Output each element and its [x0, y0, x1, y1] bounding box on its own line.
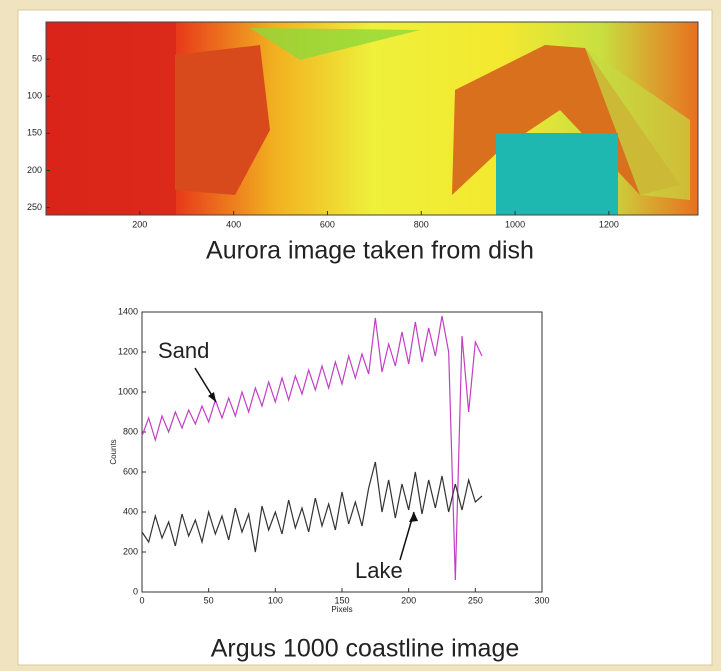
x-tick-label: 100 [268, 595, 283, 605]
x-tick-label: 200 [401, 595, 416, 605]
y-tick-label: 250 [27, 202, 42, 212]
heatmap-region [46, 22, 176, 215]
x-tick-label: 1000 [505, 219, 525, 229]
annotation: Sand [158, 338, 209, 363]
caption: Argus 1000 coastline image [211, 635, 520, 663]
y-tick-label: 800 [123, 426, 138, 436]
x-tick-label: 0 [139, 595, 144, 605]
y-tick-label: 600 [123, 466, 138, 476]
page: {"chart_data": [ {"type": "image", "titl… [0, 0, 721, 671]
x-tick-label: 600 [320, 219, 335, 229]
y-tick-label: 1000 [118, 386, 138, 396]
x-tick-label: 50 [204, 595, 214, 605]
y-tick-label: 150 [27, 128, 42, 138]
y-tick-label: 1200 [118, 346, 138, 356]
heatmap-image [46, 22, 698, 215]
y-tick-label: 1400 [118, 306, 138, 316]
y-tick-label: 400 [123, 506, 138, 516]
x-tick-label: 400 [226, 219, 241, 229]
caption: Aurora image taken from dish [206, 237, 534, 265]
y-tick-label: 100 [27, 91, 42, 101]
heatmap-wall [496, 133, 618, 215]
y-tick-label: 50 [32, 53, 42, 63]
y-axis-label: Counts [109, 439, 118, 464]
y-tick-label: 200 [27, 165, 42, 175]
annotation: Lake [355, 558, 403, 583]
x-tick-label: 250 [468, 595, 483, 605]
x-tick-label: 150 [334, 595, 349, 605]
y-tick-label: 200 [123, 546, 138, 556]
x-tick-label: 1200 [599, 219, 619, 229]
x-tick-label: 300 [534, 595, 549, 605]
x-tick-label: 800 [414, 219, 429, 229]
x-tick-label: 200 [132, 219, 147, 229]
y-tick-label: 0 [133, 586, 138, 596]
x-axis-label: Pixels [331, 605, 352, 614]
figure: 2004006008001000120050100150200250Aurora… [0, 0, 721, 671]
